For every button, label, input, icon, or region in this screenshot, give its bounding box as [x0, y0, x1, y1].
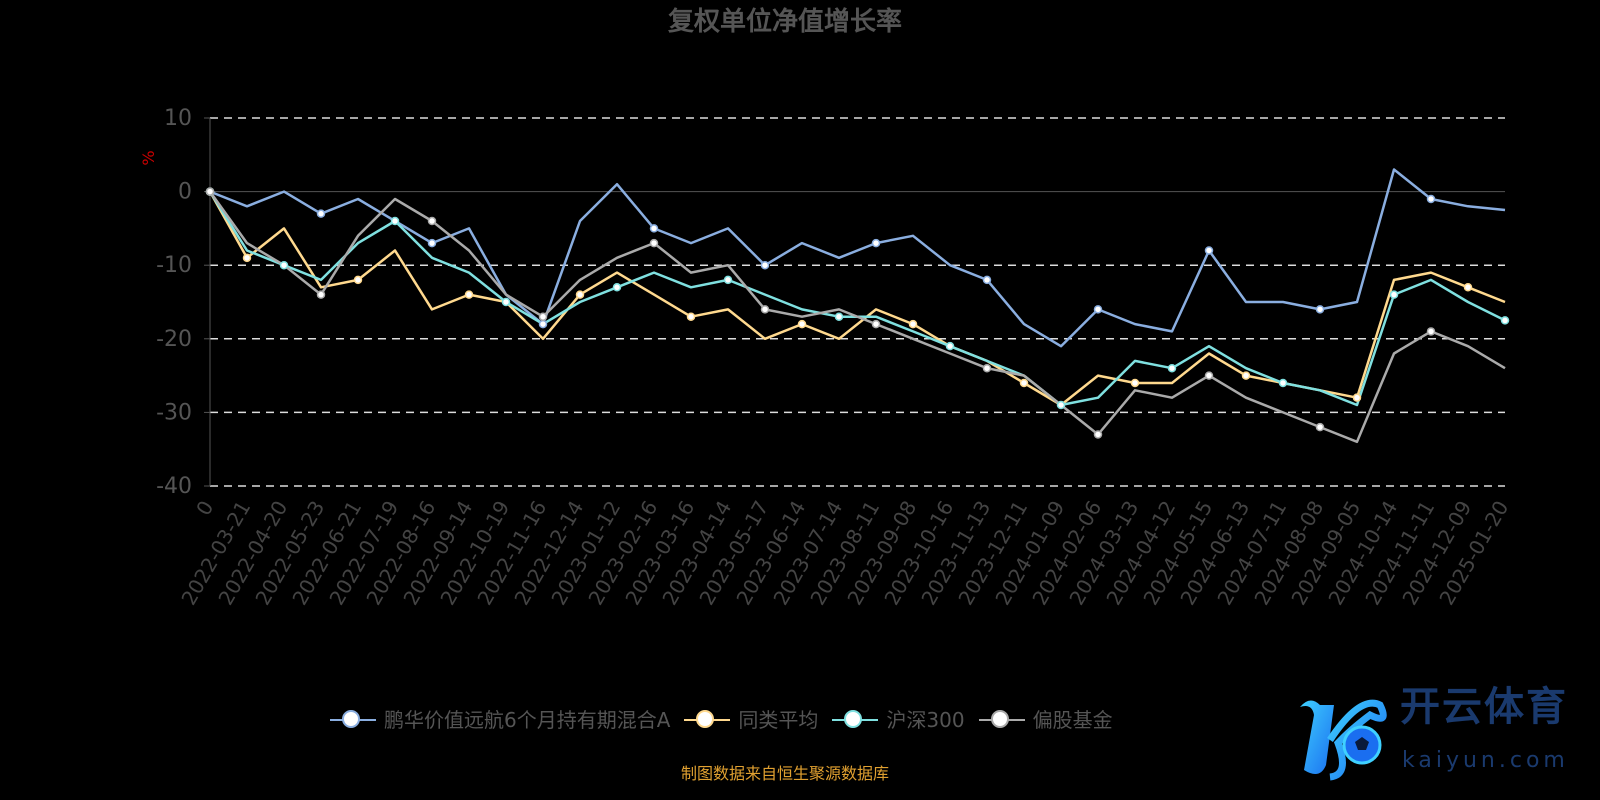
- series-line: [208, 190, 1506, 444]
- data-point: [427, 238, 437, 248]
- data-point: [538, 319, 548, 329]
- data-point: [1130, 378, 1140, 388]
- data-point: [982, 363, 992, 373]
- data-point: [1315, 422, 1325, 432]
- watermark-en: kaiyun.com: [1402, 748, 1569, 773]
- legend-label: 沪深300: [886, 708, 965, 732]
- watermark-cn: 开云体育: [1400, 684, 1568, 730]
- data-point: [538, 312, 548, 321]
- data-point: [908, 319, 918, 329]
- data-point: [316, 209, 326, 218]
- data-point: [760, 305, 770, 314]
- data-point: [1167, 363, 1177, 373]
- data-point: [1093, 430, 1103, 439]
- legend-label: 同类平均: [738, 708, 819, 732]
- data-point: [982, 275, 992, 285]
- data-point: [1204, 371, 1214, 380]
- legend-marker-icon: [832, 710, 879, 730]
- data-point: [1204, 246, 1214, 255]
- data-point: [575, 290, 585, 299]
- y-tick-label: 10: [164, 106, 192, 131]
- data-point: [353, 275, 363, 285]
- legend-label: 鹏华价值远航6个月持有期混合A: [384, 708, 671, 732]
- series-line: [208, 190, 1506, 407]
- legend-marker-icon: [330, 710, 376, 730]
- legend-item-fund[interactable]: 鹏华价值远航6个月持有期混合A: [330, 708, 670, 732]
- data-point: [723, 275, 733, 285]
- data-point: [1426, 327, 1436, 336]
- y-axis-label: %: [139, 150, 158, 165]
- data-point: [945, 341, 955, 351]
- data-point: [1278, 378, 1288, 388]
- data-point: [1241, 371, 1251, 380]
- source-note: 制图数据来自恒生聚源数据库: [680, 764, 889, 783]
- legend-marker-icon: [978, 710, 1025, 730]
- legend: 鹏华价值远航6个月持有期混合A 同类平均 沪深300 偏股基金: [330, 708, 1113, 732]
- watermark-logo: 开云体育 kaiyun.com: [1290, 685, 1570, 785]
- y-tick-label: -40: [156, 474, 192, 499]
- source-note-container: 制图数据来自恒生聚源数据库: [0, 764, 1570, 784]
- x-tick-label: 0: [191, 497, 218, 520]
- data-point: [834, 312, 844, 321]
- data-point: [464, 290, 474, 299]
- chart-title: 复权单位净值增长率: [667, 7, 902, 37]
- data-point: [797, 319, 807, 329]
- data-point: [1352, 393, 1362, 402]
- data-point: [1019, 378, 1029, 388]
- legend-item-peer-average[interactable]: 同类平均: [684, 708, 818, 732]
- data-point: [279, 260, 289, 270]
- chart-title-container: 复权单位净值增长率: [0, 6, 1570, 38]
- data-point: [427, 216, 437, 226]
- series-line: [208, 190, 1506, 407]
- data-point: [1389, 290, 1399, 299]
- y-tick-label: -20: [156, 327, 192, 352]
- data-point: [1315, 305, 1325, 314]
- y-tick-label: -30: [156, 400, 192, 425]
- data-point: [242, 253, 252, 263]
- legend-item-csi300[interactable]: 沪深300: [832, 708, 965, 732]
- data-point: [649, 238, 659, 248]
- data-point: [649, 224, 659, 233]
- data-point: [501, 297, 511, 307]
- kaiyun-logo-icon: [1300, 699, 1387, 781]
- legend-label: 偏股基金: [1032, 708, 1113, 732]
- y-tick-label: 0: [178, 180, 192, 205]
- legend-item-equity-funds[interactable]: 偏股基金: [978, 708, 1113, 732]
- data-point: [871, 238, 881, 248]
- data-point: [1056, 400, 1066, 410]
- data-point: [1463, 283, 1473, 292]
- y-tick-label: -10: [156, 253, 192, 278]
- data-point: [686, 312, 696, 321]
- data-point: [1093, 305, 1103, 314]
- data-point: [760, 260, 770, 270]
- data-point: [390, 216, 400, 226]
- data-point: [612, 283, 622, 292]
- data-point: [205, 187, 215, 196]
- data-point: [1500, 316, 1510, 325]
- data-point: [316, 290, 326, 299]
- legend-marker-icon: [684, 710, 731, 730]
- data-point: [1426, 194, 1436, 204]
- series-line: [209, 168, 1506, 348]
- data-point: [871, 319, 881, 329]
